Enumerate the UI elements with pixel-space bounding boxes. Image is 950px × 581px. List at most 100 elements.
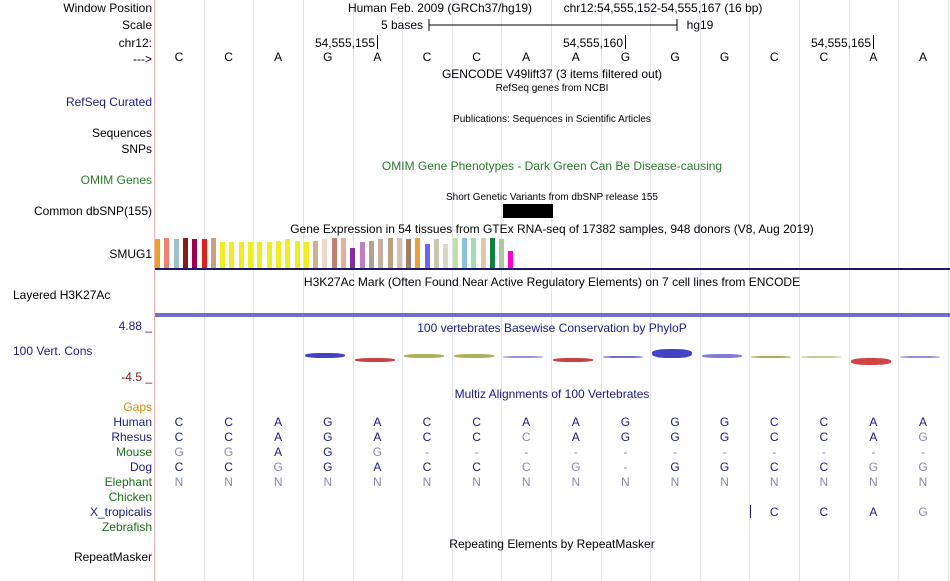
multiz-title[interactable]: Multiz Alignments of 100 Vertebrates [454,387,650,401]
gaps-label: Gaps [123,400,152,414]
h3k27ac-track-label[interactable]: Layered H3K27Ac [13,288,111,302]
gtex-tissue-bar[interactable] [238,242,244,268]
gtex-tissue-bar[interactable] [341,238,346,268]
gtex-tissue-bar[interactable] [434,239,439,268]
alignment-base: N [174,475,184,489]
gtex-tissue-bar[interactable] [406,239,412,268]
alignment-base: C [472,460,481,474]
alignment-base: C [769,460,779,474]
gtex-baseline [155,268,950,270]
cons-track-label[interactable]: 100 Vert. Cons [13,344,93,358]
dbsnp-variant-block[interactable] [503,204,553,218]
alignment-base: - [673,445,677,459]
cons-score-glyph [851,358,891,365]
scale-db: hg19 [686,18,714,32]
gtex-tissue-bar[interactable] [452,238,458,268]
gtex-tissue-bar[interactable] [201,239,207,268]
alignment-base: A [869,505,878,519]
gtex-tissue-bar[interactable] [350,248,356,268]
gencode-title[interactable]: GENCODE V49lift37 (3 items filtered out) [441,67,663,81]
gtex-tissue-bar[interactable] [489,238,495,268]
gtex-tissue-bar[interactable] [443,244,449,268]
alignment-base: C [174,430,184,444]
alignment-base: N [621,475,630,489]
omim-title[interactable]: OMIM Gene Phenotypes - Dark Green Can Be… [381,159,723,173]
base-gridline [650,0,651,581]
alignment-base: C [472,415,481,429]
gtex-tissue-bar[interactable] [257,242,263,268]
gtex-bar-chart[interactable] [155,237,555,268]
gtex-tissue-bar[interactable] [275,241,281,268]
repeatmasker-title[interactable]: Repeating Elements by RepeatMasker [449,537,655,551]
gtex-tissue-bar[interactable] [415,238,421,268]
gtex-tissue-bar[interactable] [461,238,467,268]
h3k27ac-title[interactable]: H3K27Ac Mark (Often Found Near Active Re… [303,275,801,289]
alignment-base: A [869,415,878,429]
alignment-base: G [323,415,333,429]
sequence-base: C [224,50,233,64]
alignment-base: C [224,415,233,429]
gtex-tissue-bar[interactable] [387,238,393,268]
gtex-tissue-bar[interactable] [480,238,486,268]
gtex-title[interactable]: Gene Expression in 54 tissues from GTEx … [290,222,814,236]
gtex-tissue-bar[interactable] [331,238,337,268]
gtex-tissue-bar[interactable] [424,244,430,268]
sequences-track-label[interactable]: Sequences [91,126,152,140]
alignment-base: A [869,430,878,444]
gtex-tissue-bar[interactable] [164,238,170,268]
cons-max-label: 4.88 _ [118,319,152,333]
snps-track-label[interactable]: SNPs [121,142,152,156]
gtex-tissue-bar[interactable] [266,242,272,268]
dbsnp-title[interactable]: Short Genetic Variants from dbSNP releas… [446,192,658,203]
gtex-tissue-bar[interactable] [303,242,309,268]
gtex-tissue-bar[interactable] [248,242,253,268]
gtex-tissue-bar[interactable] [508,251,514,268]
alignment-base: - [772,445,777,459]
refseq-title[interactable]: RefSeq genes from NCBI [495,83,609,94]
alignment-base: C [819,430,829,444]
alignment-base: C [521,430,531,444]
gtex-tissue-bar[interactable] [471,238,477,268]
alignment-base: A [522,415,531,429]
gtex-tissue-bar[interactable] [359,242,365,268]
base-gridline [204,0,205,581]
alignment-base: G [174,445,184,459]
gtex-tissue-bar[interactable] [192,239,198,268]
omim-track-label[interactable]: OMIM Genes [80,173,152,187]
gtex-gene-label[interactable]: SMUG1 [109,247,152,261]
gtex-tissue-bar[interactable] [378,239,384,268]
gtex-tissue-bar[interactable] [396,238,402,268]
cons-score-glyph [652,349,692,358]
alignment-base: G [670,430,680,444]
gtex-tissue-bar[interactable] [182,238,188,268]
track-label-column: Window Position Scale chr12: ---> RefSeq… [0,0,154,581]
gtex-tissue-bar[interactable] [368,241,374,268]
alignment-base: C [819,505,829,519]
dbsnp-track-label[interactable]: Common dbSNP(155) [33,204,152,218]
gtex-tissue-bar[interactable] [313,241,319,268]
gtex-tissue-bar[interactable] [173,239,179,268]
gtex-tissue-bar[interactable] [155,239,160,268]
publications-title[interactable]: Publications: Sequences in Scientific Ar… [453,114,651,125]
cons-score-glyph [702,354,742,358]
gtex-tissue-bar[interactable] [285,239,291,268]
gtex-tissue-bar[interactable] [220,242,226,268]
cons-score-glyph [553,358,593,362]
cons-title[interactable]: 100 vertebrates Basewise Conservation by… [417,321,687,335]
alignment-base: - [524,445,529,459]
gtex-tissue-bar[interactable] [499,239,505,268]
base-gridline [849,0,850,581]
base-gridline [551,0,552,581]
refseq-track-label[interactable]: RefSeq Curated [65,95,152,109]
alignment-base: N [472,475,481,489]
gtex-tissue-bar[interactable] [210,238,216,268]
gtex-tissue-bar[interactable] [322,239,328,268]
gtex-tissue-bar[interactable] [294,241,300,268]
alignment-base: C [174,415,184,429]
alignment-base: - [871,445,876,459]
repeatmasker-track-label[interactable]: RepeatMasker [73,550,152,564]
track-data-area[interactable]: Human Feb. 2009 (GRCh37/hg19) chr12:54,5… [155,0,950,581]
cons-score-glyph [801,356,841,358]
gtex-tissue-bar[interactable] [229,242,235,268]
